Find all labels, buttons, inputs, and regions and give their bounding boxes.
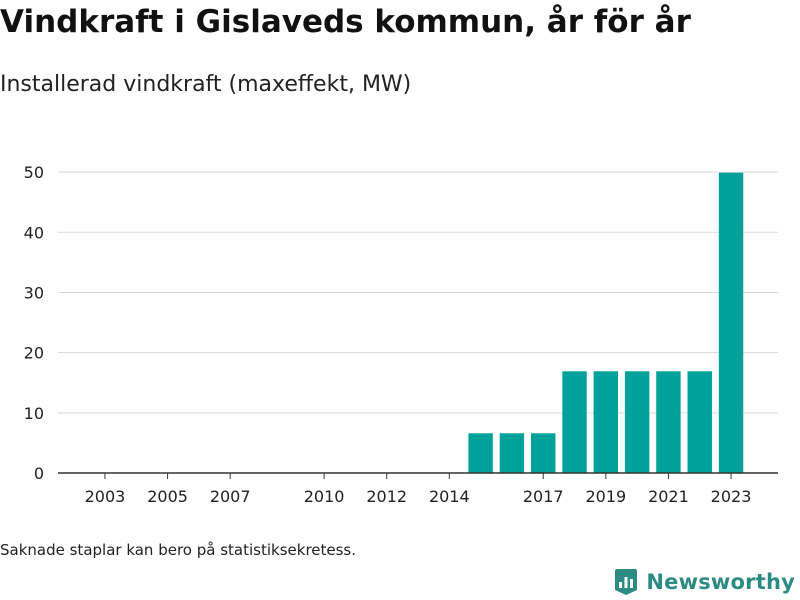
grid-lines <box>58 171 778 414</box>
y-tick-label: 50 <box>24 163 44 182</box>
bar-chart: 0 10 20 30 40 50 2003 2005 2007 2010 2012 2014 2017… <box>24 163 778 506</box>
x-tick-label: 2010 <box>304 487 345 506</box>
bar <box>499 433 525 473</box>
y-tick-labels: 0 10 20 30 40 50 <box>24 163 44 483</box>
x-tick-label: 2023 <box>711 487 752 506</box>
bar <box>718 172 744 473</box>
bar <box>531 433 556 473</box>
x-tick-label: 2003 <box>85 487 126 506</box>
y-tick-label: 30 <box>24 283 44 302</box>
bar-chart-logo-icon <box>615 569 638 595</box>
x-tick-label: 2007 <box>210 487 251 506</box>
y-tick-label: 0 <box>34 464 44 483</box>
x-tick-label: 2021 <box>648 487 689 506</box>
chart-title: Vindkraft i Gislaveds kommun, år för år <box>0 4 691 40</box>
x-tick-label: 2005 <box>147 487 188 506</box>
bar <box>656 371 681 473</box>
x-tick-label: 2019 <box>585 487 626 506</box>
brand-name: Newsworthy <box>646 570 795 594</box>
y-tick-label: 20 <box>24 344 44 363</box>
footnote: Saknade staplar kan bero på statistiksek… <box>0 541 357 559</box>
x-tick-label: 2012 <box>366 487 407 506</box>
bar <box>687 371 712 473</box>
brand-logo: Newsworthy <box>614 568 795 596</box>
bar <box>562 371 587 473</box>
bar <box>624 371 650 473</box>
x-tick-label: 2014 <box>429 487 470 506</box>
bars <box>468 172 744 473</box>
chart-subtitle: Installerad vindkraft (maxeffekt, MW) <box>0 72 412 97</box>
x-tick-label: 2017 <box>523 487 564 506</box>
y-tick-label: 10 <box>24 404 44 423</box>
bar <box>468 433 493 473</box>
y-tick-label: 40 <box>24 223 44 242</box>
bar <box>593 371 619 473</box>
x-tick-labels: 2003 2005 2007 2010 2012 2014 2017 2019 2021 2023 <box>85 473 752 506</box>
